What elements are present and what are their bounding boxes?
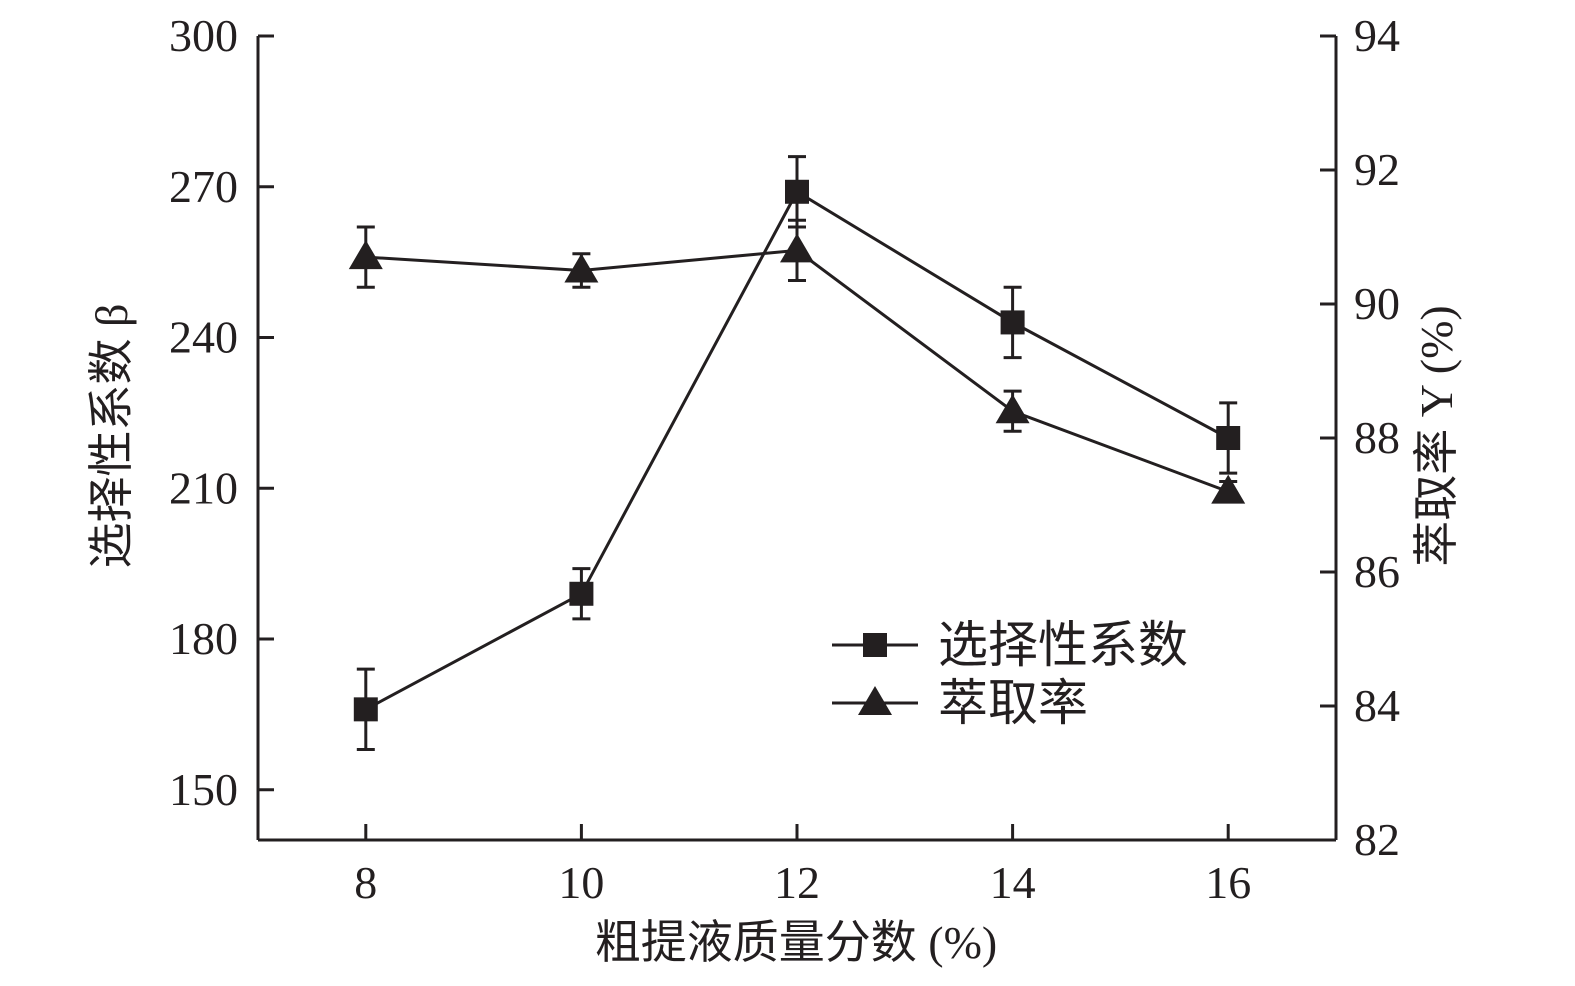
y-right-tick-label: 82 xyxy=(1354,814,1400,865)
series-line xyxy=(365,248,1229,494)
legend-marker xyxy=(858,686,892,715)
data-point xyxy=(569,581,594,606)
y-left-tick-label: 240 xyxy=(169,312,238,363)
legend-item: 选择性系数 xyxy=(832,617,1188,673)
axis-ticks: 8 10 12 14 16 150 180 210 240 270 300 82 84 86 88 90 92 9… xyxy=(169,10,1400,908)
series-layer xyxy=(348,155,1246,752)
x-tick-label: 12 xyxy=(774,857,820,908)
y-right-tick-label: 84 xyxy=(1354,680,1400,731)
x-tick-label: 14 xyxy=(990,857,1036,908)
data-point xyxy=(564,253,599,283)
data-point xyxy=(353,697,378,722)
legend-label: 选择性系数 xyxy=(938,617,1188,673)
y-left-tick-label: 300 xyxy=(169,10,238,61)
x-axis-title: 粗提液质量分数 (%) xyxy=(595,917,997,968)
data-point xyxy=(1216,426,1241,450)
x-tick-label: 10 xyxy=(558,857,604,908)
y-left-tick-label: 270 xyxy=(169,161,238,212)
y-left-tick-label: 180 xyxy=(169,613,238,664)
x-tick-label: 16 xyxy=(1205,857,1251,908)
data-point xyxy=(1000,310,1025,335)
data-point xyxy=(780,233,814,263)
legend-marker xyxy=(863,633,887,657)
y-right-tick-label: 90 xyxy=(1354,278,1400,329)
y-left-tick-label: 150 xyxy=(169,764,238,815)
y-right-tick-label: 92 xyxy=(1354,144,1400,195)
y-left-tick-label: 210 xyxy=(169,462,238,513)
y-right-tick-label: 86 xyxy=(1354,546,1400,597)
data-point xyxy=(785,179,809,204)
y-right-tick-label: 94 xyxy=(1354,10,1400,61)
data-point xyxy=(1211,474,1246,504)
y-axis-right-title: 萃取率 Y (%) xyxy=(1411,305,1462,566)
x-tick-label: 8 xyxy=(354,857,377,908)
series-selectivity xyxy=(353,155,1241,752)
legend-label: 萃取率 xyxy=(938,675,1088,731)
data-point xyxy=(348,240,383,270)
series-extraction-rate xyxy=(348,218,1246,504)
y-axis-left-title: 选择性系数 β xyxy=(86,304,137,569)
y-right-tick-label: 88 xyxy=(1354,412,1400,463)
legend-item: 萃取率 xyxy=(832,675,1088,731)
data-point xyxy=(995,394,1030,424)
